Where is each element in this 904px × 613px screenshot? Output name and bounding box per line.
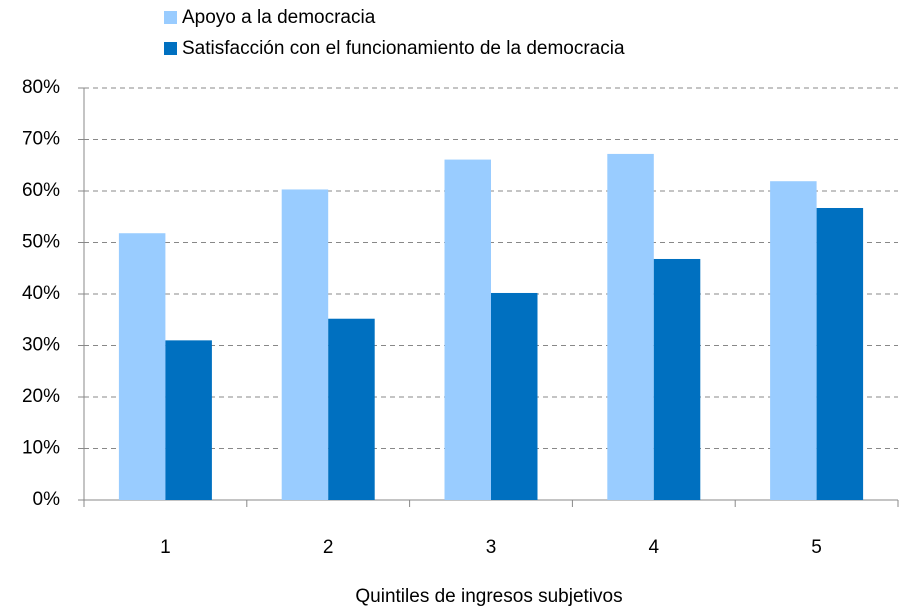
bar (281, 189, 329, 500)
x-tick-label: 2 (323, 537, 334, 558)
bar (491, 292, 538, 500)
bar (444, 159, 491, 500)
y-tick-label: 20% (22, 386, 60, 407)
y-tick-label: 80% (22, 77, 60, 98)
bar (607, 153, 654, 501)
y-tick-label: 40% (22, 283, 60, 304)
y-tick-label: 10% (22, 438, 60, 459)
bar (165, 340, 212, 500)
y-tick-label: 60% (22, 180, 60, 201)
x-axis-title: Quintiles de ingresos subjetivos (355, 586, 622, 607)
legend-swatch (164, 42, 177, 55)
x-tick-label: 4 (649, 537, 660, 558)
y-tick-label: 50% (22, 232, 60, 253)
x-tick-label: 5 (811, 537, 822, 558)
legend-label: Apoyo a la democracia (182, 7, 376, 28)
y-tick-label: 70% (22, 129, 60, 150)
bar (816, 207, 864, 500)
bar (653, 258, 701, 500)
bar (770, 181, 817, 500)
y-tick-label: 0% (33, 489, 61, 510)
x-tick-label: 1 (160, 537, 171, 558)
bar (118, 233, 166, 501)
bar (328, 318, 375, 500)
y-tick-label: 30% (22, 335, 60, 356)
legend-swatch (164, 11, 177, 24)
x-tick-label: 3 (486, 537, 497, 558)
legend-label: Satisfacción con el funcionamiento de la… (182, 38, 625, 59)
